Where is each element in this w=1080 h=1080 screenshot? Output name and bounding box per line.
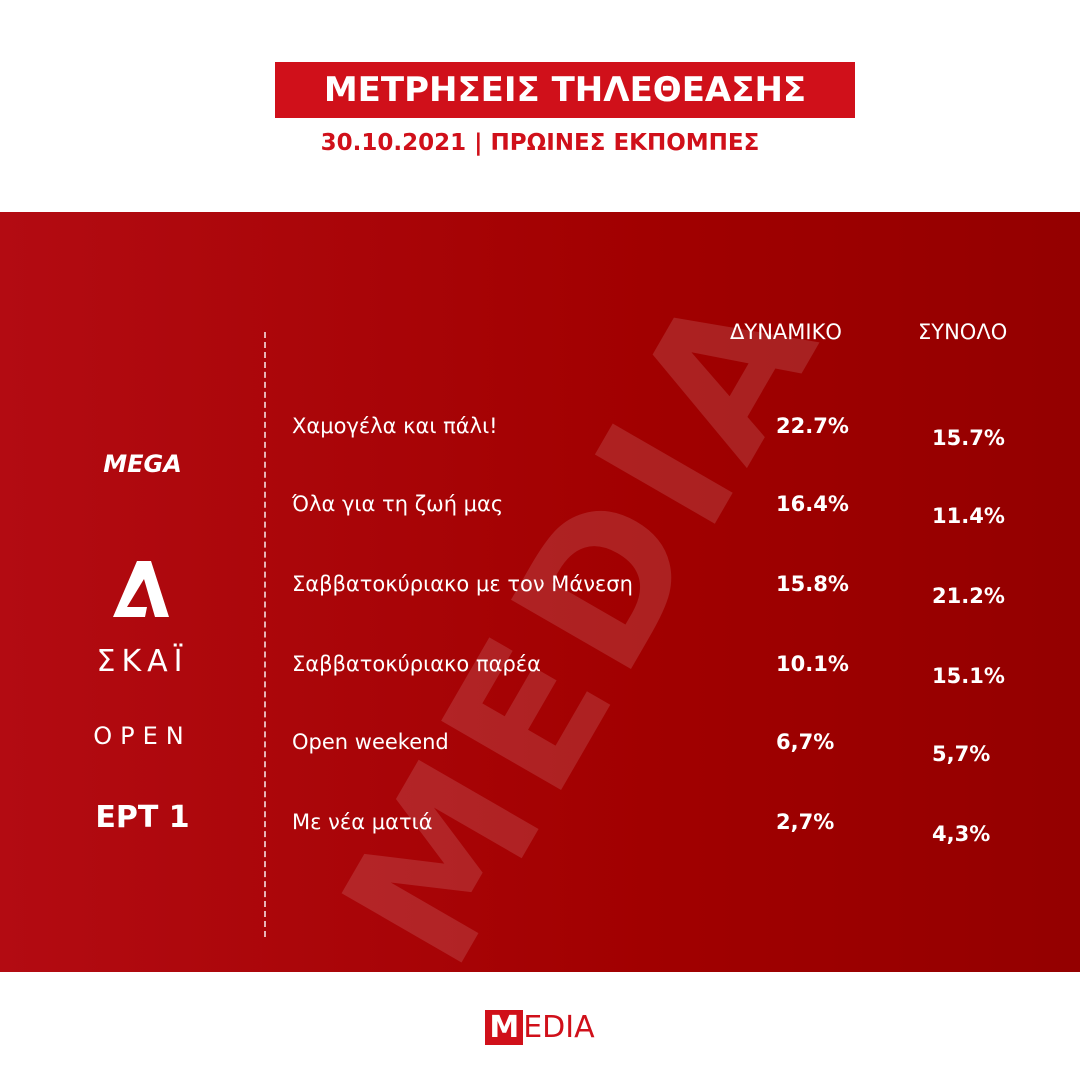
- logo-rest: EDIA: [523, 1010, 595, 1045]
- column-header: ΣΥΝΟΛΟ: [918, 320, 1008, 344]
- rating-share: 15.8%: [776, 572, 849, 596]
- show-name: Χαμογέλα και πάλι!: [292, 414, 498, 438]
- rating-total: 11.4%: [932, 504, 1005, 528]
- rating-total: 21.2%: [932, 584, 1005, 608]
- watermark: MEDIA: [300, 244, 864, 972]
- show-name: Open weekend: [292, 730, 449, 754]
- divider: [264, 332, 266, 937]
- show-name: Σαββατοκύριακο παρέα: [292, 652, 541, 676]
- rating-total: 15.1%: [932, 664, 1005, 688]
- alpha-logo: [113, 561, 169, 617]
- show-name: Σαββατοκύριακο με τον Μάνεση: [292, 572, 633, 596]
- rating-share: 10.1%: [776, 652, 849, 676]
- show-name: Όλα για τη ζωή μας: [292, 492, 504, 516]
- subtitle: 30.10.2021 | ΠΡΩΙΝΕΣ ΕΚΠΟΜΠΕΣ: [320, 130, 760, 156]
- channel-logo: ΣΚΑΪ: [96, 644, 189, 679]
- panel: MEDIA ΔΥΝΑΜΙΚΟ ΣΥΝΟΛΟ Χαμογέλα και πάλι! 22…: [0, 212, 1080, 972]
- channel-logo: MEGA: [103, 450, 182, 478]
- channel-logo: OPEN: [93, 722, 192, 750]
- rating-total: 15.7%: [932, 426, 1005, 450]
- rating-share: 6,7%: [776, 730, 835, 754]
- rating-total: 5,7%: [932, 742, 991, 766]
- rating-share: 2,7%: [776, 810, 835, 834]
- footer-logo: M EDIA: [0, 1010, 1080, 1045]
- channel-logo: ΕΡΤ 1: [95, 800, 190, 835]
- title: ΜΕΤΡΗΣΕΙΣ ΤΗΛΕΘΕΑΣΗΣ: [275, 62, 855, 118]
- rating-total: 4,3%: [932, 822, 991, 846]
- rating-share: 22.7%: [776, 414, 849, 438]
- column-header: ΔΥΝΑΜΙΚΟ: [730, 320, 842, 344]
- rating-share: 16.4%: [776, 492, 849, 516]
- logo-initial: M: [485, 1010, 524, 1045]
- show-name: Με νέα ματιά: [292, 810, 433, 834]
